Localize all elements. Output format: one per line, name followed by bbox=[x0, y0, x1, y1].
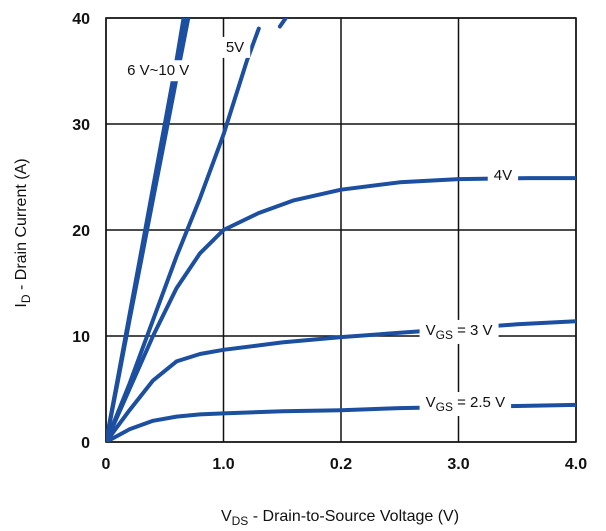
x-tick-label: 1.0 bbox=[212, 456, 234, 473]
curve-label: 4V bbox=[487, 165, 519, 187]
y-axis-title-main: I bbox=[13, 303, 30, 307]
y-axis-title: ID - Drain Current (A) bbox=[13, 158, 33, 307]
curve-label-main: V bbox=[426, 394, 436, 411]
curve-label-bg bbox=[121, 60, 196, 82]
plot-frame bbox=[105, 17, 577, 443]
curve-label-bg bbox=[419, 319, 499, 344]
x-axis-title: VDS - Drain-to-Source Voltage (V) bbox=[221, 508, 459, 528]
y-axis-title-sub: D bbox=[19, 294, 33, 303]
x-axis-title-rest: - Drain-to-Source Voltage (V) bbox=[248, 508, 459, 525]
y-tick-label: 20 bbox=[72, 223, 90, 240]
series-line bbox=[106, 176, 576, 442]
curve-label-bg bbox=[219, 36, 251, 58]
x-axis-title-sub: DS bbox=[232, 514, 249, 528]
series-line bbox=[106, 26, 261, 442]
y-tick-label: 0 bbox=[81, 435, 90, 452]
series-line bbox=[277, 18, 288, 29]
y-tick-label: 40 bbox=[72, 11, 90, 28]
curve-label-text: VGS = 2.5 V bbox=[426, 394, 505, 414]
x-tick-label: 3.0 bbox=[447, 456, 469, 473]
curve-label: 6 V~10 V bbox=[121, 60, 196, 82]
y-tick-label: 10 bbox=[72, 329, 90, 346]
y-tick-label: 30 bbox=[72, 117, 90, 134]
tick-labels: 0 1.0 0.2 3.0 4.0 0 10 20 30 40 bbox=[72, 11, 587, 473]
curve-label-main: V bbox=[426, 322, 436, 339]
x-tick-label: 0.2 bbox=[330, 456, 352, 473]
curve-label-text: VGS = 3 V bbox=[426, 322, 493, 342]
curve-label-rest: = 2.5 V bbox=[453, 394, 505, 411]
x-tick-label: 0 bbox=[102, 456, 111, 473]
curve-label-sub: GS bbox=[436, 328, 453, 342]
y-axis-title-rest: - Drain Current (A) bbox=[13, 158, 30, 294]
curve-label: 5V bbox=[219, 36, 251, 58]
series-line bbox=[106, 18, 191, 442]
curve-label: VGS = 3 V bbox=[419, 319, 499, 344]
grid-layer bbox=[105, 17, 577, 443]
curve-label-text: 5V bbox=[226, 39, 244, 56]
curve-label: VGS = 2.5 V bbox=[419, 392, 512, 417]
curve-label-sub: GS bbox=[436, 400, 453, 414]
x-axis-title-main: V bbox=[221, 508, 232, 525]
curve-label-rest: = 3 V bbox=[453, 322, 493, 339]
curve-label-text: 4V bbox=[494, 167, 512, 184]
curve-label-text: 6 V~10 V bbox=[127, 62, 189, 79]
curve-label-bg bbox=[419, 392, 512, 417]
curve-label-bg bbox=[487, 165, 519, 187]
x-tick-label: 4.0 bbox=[565, 456, 587, 473]
